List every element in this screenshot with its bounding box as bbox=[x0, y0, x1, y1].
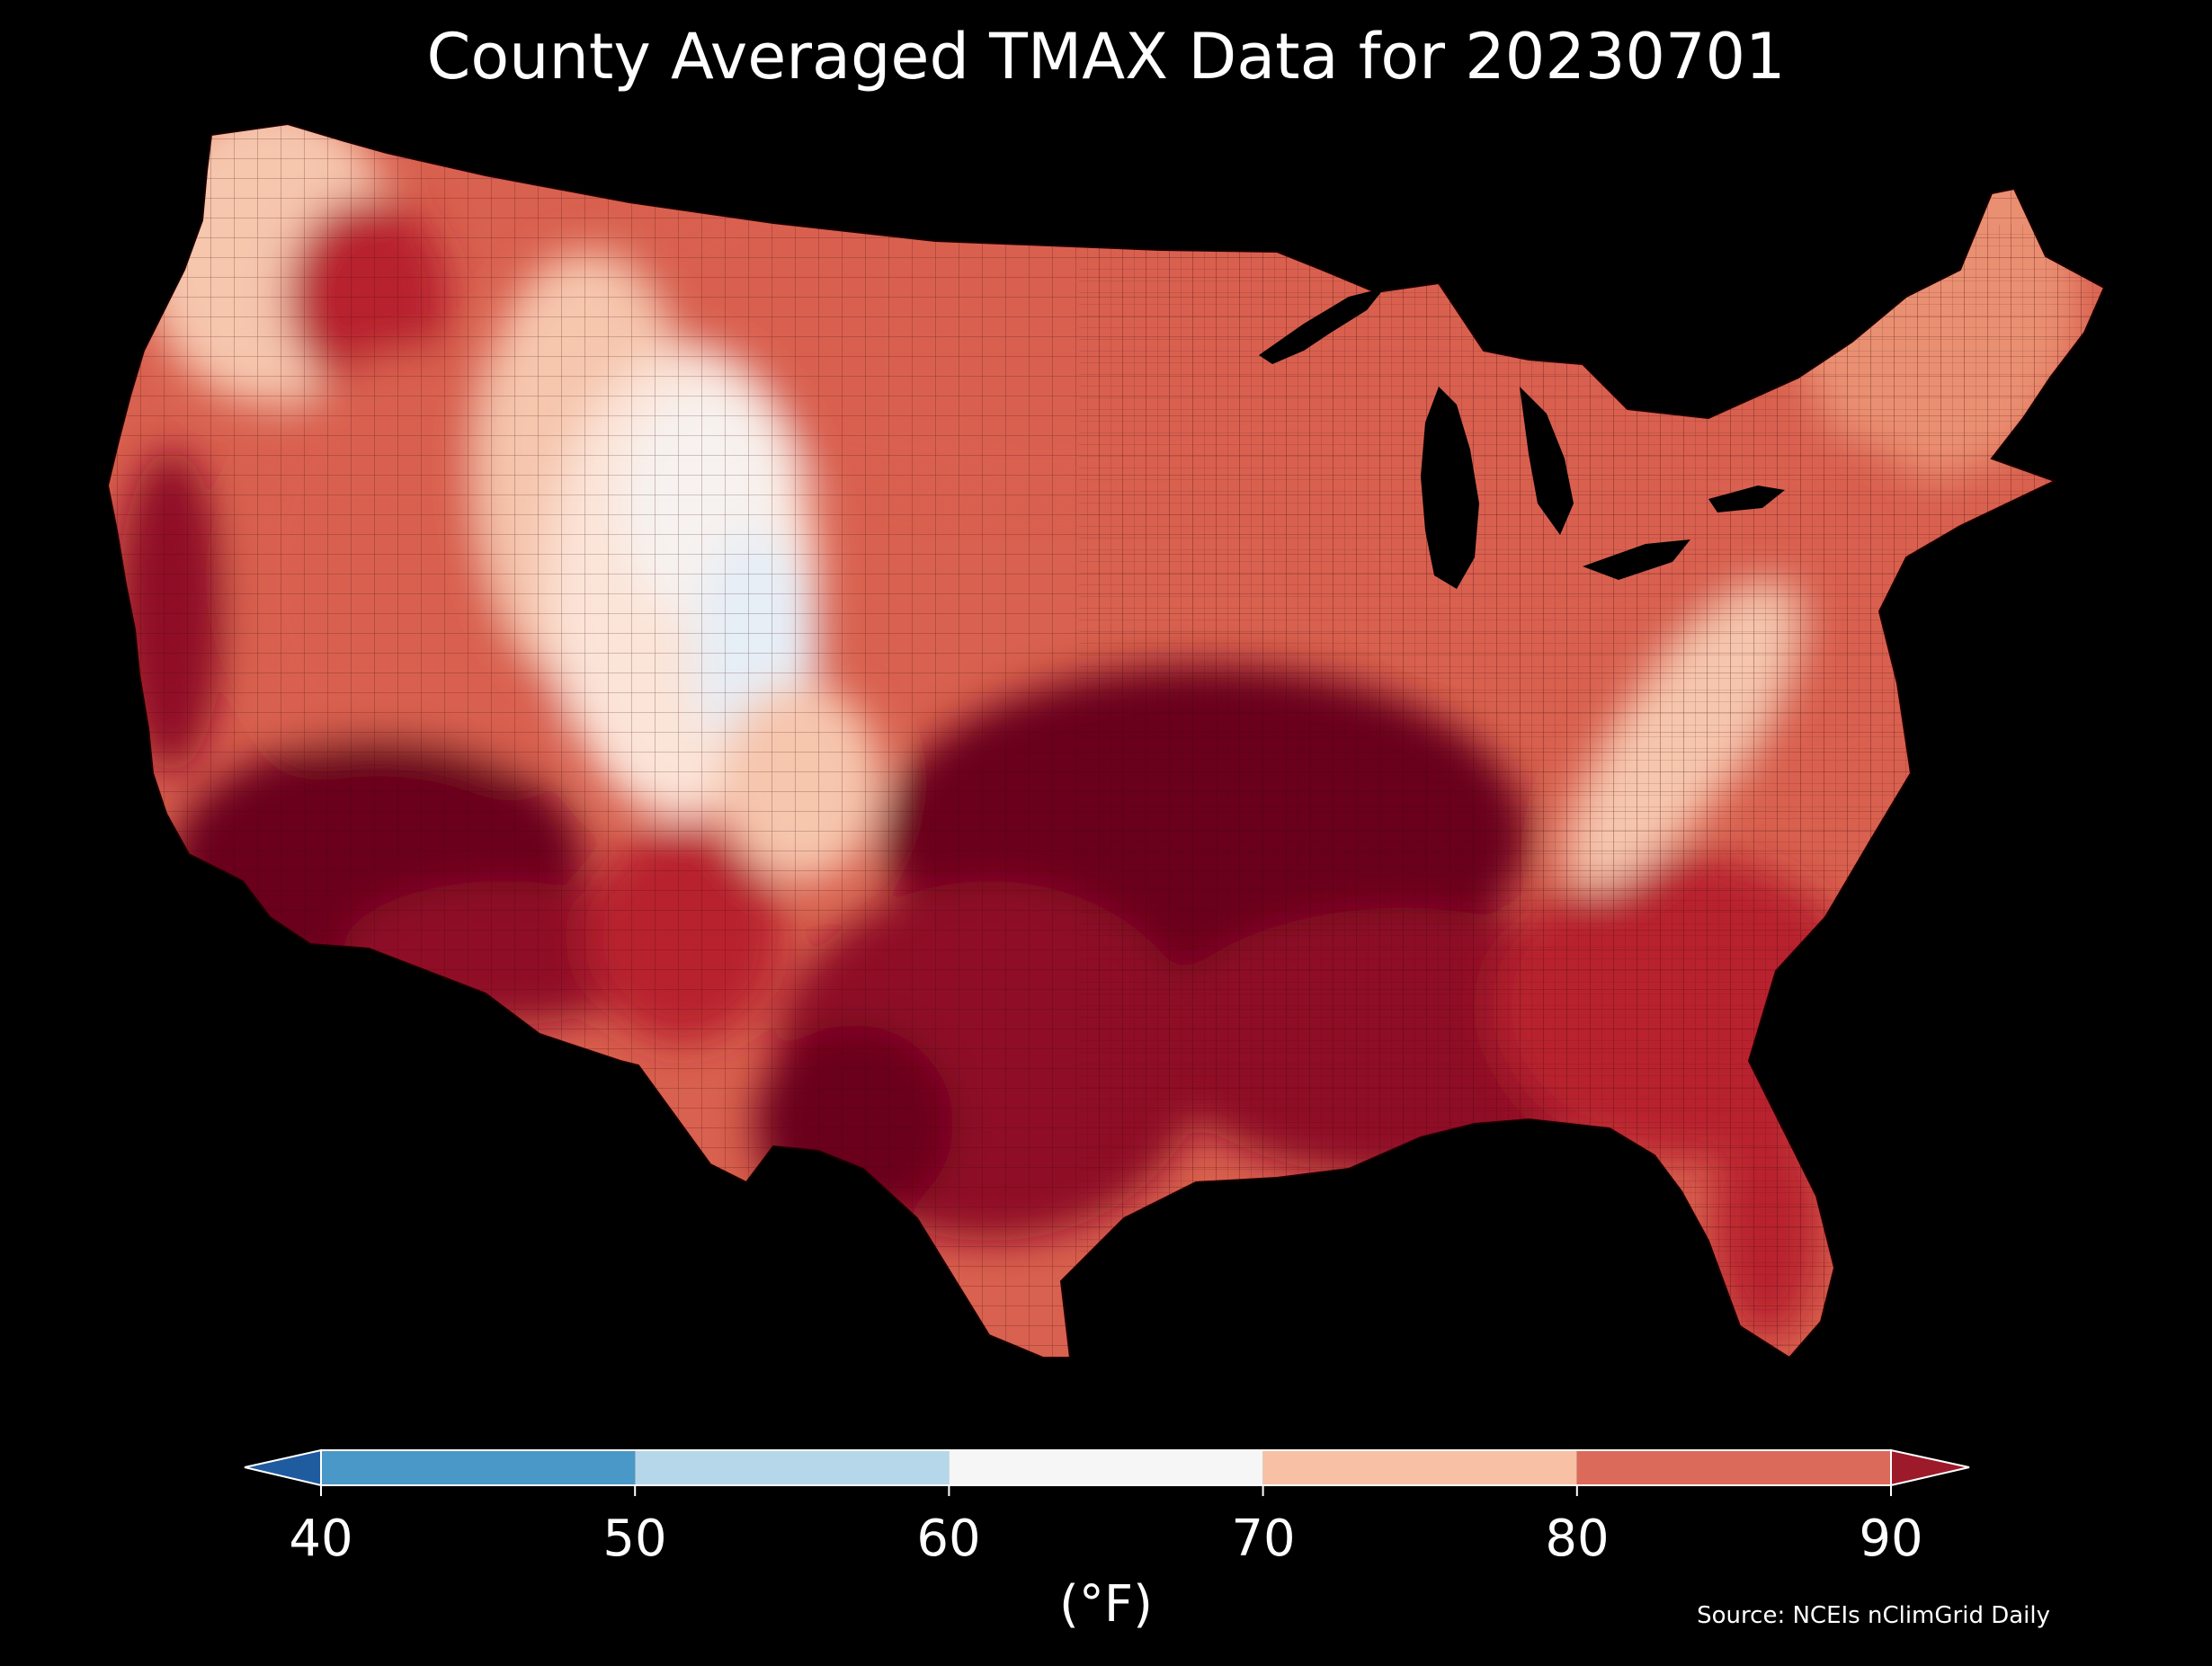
lake-ontario bbox=[1708, 486, 1785, 512]
colorbar-bin bbox=[635, 1450, 950, 1485]
source-note: Source: NCEIs nClimGrid Daily bbox=[1697, 1602, 2050, 1629]
great-lakes bbox=[1259, 288, 1785, 589]
county-temperature-map bbox=[108, 124, 2104, 1358]
colorbar-tick-label: 70 bbox=[1231, 1510, 1296, 1568]
lake-huron bbox=[1520, 387, 1574, 535]
colorbar-tick-label: 40 bbox=[289, 1510, 353, 1568]
colorbar-tick-label: 60 bbox=[916, 1510, 981, 1568]
colorbar bbox=[244, 1448, 1970, 1496]
colorbar-bin bbox=[321, 1450, 636, 1485]
lake-michigan bbox=[1421, 387, 1479, 589]
colorbar-bin bbox=[1576, 1450, 1891, 1485]
lake-erie bbox=[1583, 539, 1690, 580]
colorbar-under-triangle bbox=[244, 1448, 322, 1487]
county-boundaries-east bbox=[1079, 225, 2104, 1358]
colorbar-bin bbox=[949, 1450, 1263, 1485]
colorbar-over-triangle bbox=[1890, 1448, 1970, 1487]
colorbar-tick-label: 50 bbox=[602, 1510, 667, 1568]
us-outline bbox=[106, 122, 2106, 1359]
lake-superior bbox=[1259, 288, 1385, 364]
colorbar-tick-label: 90 bbox=[1859, 1510, 1923, 1568]
colorbar-bin bbox=[1262, 1450, 1577, 1485]
colorbar-tick-label: 80 bbox=[1545, 1510, 1610, 1568]
map-title: County Averaged TMAX Data for 20230701 bbox=[426, 20, 1786, 94]
colorbar-unit-label: (°F) bbox=[1059, 1575, 1153, 1634]
colorbar-frame bbox=[320, 1449, 1892, 1486]
